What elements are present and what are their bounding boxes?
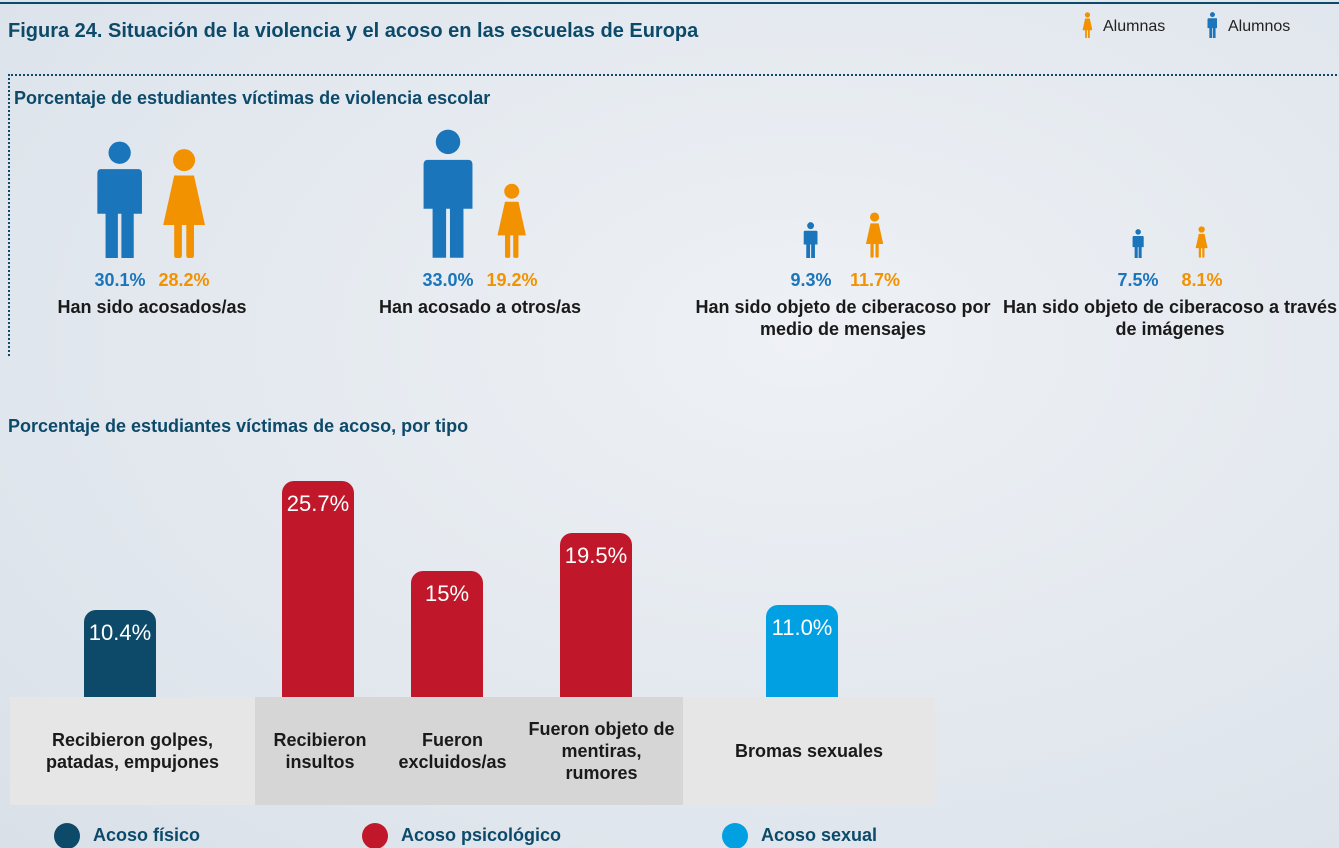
legend-label: Alumnas (1103, 18, 1166, 35)
person-icon (163, 149, 205, 258)
person-icon (866, 212, 884, 258)
value-label: 10.4% (88, 619, 152, 645)
person-icon (423, 129, 473, 258)
value-label: 11.0% (771, 614, 833, 640)
category-label: Bromas sexuales (734, 741, 884, 761)
person-icon (97, 141, 143, 258)
category-band (255, 697, 683, 805)
category-label: Fueron objeto de mentiras, rumores (528, 719, 675, 783)
category-label: Han sido objeto de ciberacoso a través d… (1002, 297, 1338, 339)
value-label: 15% (424, 581, 470, 606)
legend-label: Alumnos (1228, 18, 1291, 35)
category-label: Han sido acosados/as (57, 297, 247, 317)
category-label: Recibieron insultos (273, 730, 367, 772)
legend-swatch (362, 823, 388, 848)
top-rule (0, 2, 1339, 4)
bar (560, 533, 632, 697)
figure-title: Figura 24. Situación de la violencia y e… (8, 20, 699, 42)
value-label: 25.7% (286, 491, 350, 517)
category-label: Recibieron golpes, patadas, empujones (45, 730, 220, 772)
legend-swatch (1082, 12, 1092, 38)
legend-label: Acoso psicológico (401, 825, 562, 845)
legend-swatch (1207, 12, 1217, 38)
bar (282, 481, 354, 697)
bar (84, 609, 156, 697)
value-label: 9.3% (790, 270, 832, 290)
section-frame (8, 74, 1339, 356)
value-label: 19.5% (564, 543, 628, 569)
legend-label: Acoso sexual (761, 825, 878, 845)
bar (766, 604, 838, 697)
value-label: 33.0% (422, 270, 474, 290)
legend-label: Acoso físico (93, 825, 201, 845)
value-label: 19.2% (486, 270, 538, 290)
value-label: 11.7% (849, 270, 901, 290)
legend-swatch (54, 823, 80, 848)
value-label: 28.2% (158, 270, 210, 290)
section-title: Porcentaje de estudiantes víctimas de ac… (8, 416, 469, 436)
category-label: Han sido objeto de ciberacoso por medio … (695, 297, 991, 339)
value-label: 8.1% (1181, 270, 1223, 290)
value-label: 7.5% (1117, 270, 1159, 290)
person-icon (1132, 228, 1144, 258)
person-icon (497, 183, 527, 258)
legend-swatch (722, 823, 748, 848)
category-label: Han acosado a otros/as (378, 297, 582, 317)
person-icon (804, 221, 818, 258)
category-band (10, 697, 255, 805)
person-icon (1195, 226, 1208, 258)
category-label: Fueron excluidos/as (398, 730, 507, 772)
bar (411, 571, 483, 697)
value-label: 30.1% (94, 270, 146, 290)
section-title: Porcentaje de estudiantes víctimas de vi… (14, 88, 491, 108)
category-band (683, 697, 935, 805)
